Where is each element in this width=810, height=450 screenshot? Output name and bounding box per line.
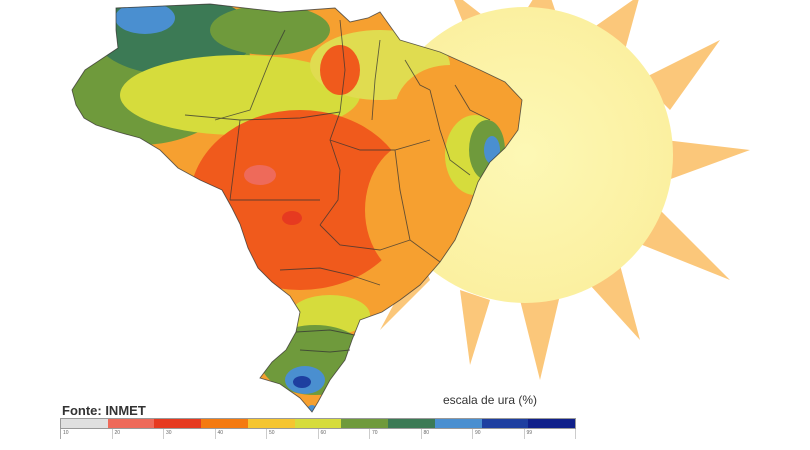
scale-color-6: [341, 419, 389, 428]
scale-color-3: [201, 419, 248, 428]
scale-color-8: [434, 419, 482, 428]
scale-color-7: [388, 419, 435, 428]
scale-tick-label: 99: [525, 429, 576, 439]
humidity-scale: 10 20 30 40 50 60 70 80 90 99: [60, 418, 576, 439]
scale-color-10: [528, 419, 576, 428]
scale-color-4: [247, 419, 295, 428]
scale-color-bar: [60, 418, 576, 429]
scale-color-5: [294, 419, 342, 428]
scale-tick-label: 20: [113, 429, 164, 439]
scale-tick-label: 90: [473, 429, 525, 439]
source-label: Fonte: INMET: [62, 403, 146, 418]
scale-color-1: [107, 419, 155, 428]
scale-tick-label: 10: [61, 429, 113, 439]
scale-tick-label: 70: [370, 429, 422, 439]
scale-color-9: [481, 419, 529, 428]
scale-ticks: 10 20 30 40 50 60 70 80 90 99: [60, 429, 576, 439]
scale-tick-label: 60: [319, 429, 370, 439]
brazil-humidity-map: [71, 3, 523, 413]
scale-title: escala de ura (%): [443, 393, 538, 407]
scale-color-0: [61, 419, 108, 428]
scale-tick-label: 30: [164, 429, 216, 439]
scale-tick-label: 80: [422, 429, 473, 439]
scale-tick-label: 50: [267, 429, 319, 439]
scale-tick-label: 40: [216, 429, 267, 439]
scale-color-2: [154, 419, 202, 428]
